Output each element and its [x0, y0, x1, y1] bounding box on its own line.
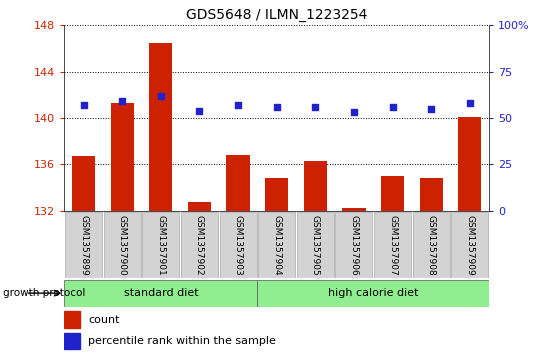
Text: GSM1357904: GSM1357904 — [272, 215, 281, 276]
Bar — [297, 212, 334, 278]
Bar — [335, 212, 372, 278]
Bar — [103, 212, 141, 278]
Point — [388, 104, 397, 110]
Text: high calorie diet: high calorie diet — [328, 288, 419, 298]
Bar — [226, 155, 250, 211]
Text: GSM1357901: GSM1357901 — [157, 215, 165, 276]
Bar — [64, 311, 79, 328]
Text: GSM1357900: GSM1357900 — [118, 215, 127, 276]
Point — [79, 102, 88, 108]
Text: GSM1357906: GSM1357906 — [349, 215, 358, 276]
Text: GSM1357908: GSM1357908 — [427, 215, 435, 276]
Point — [195, 108, 204, 114]
Bar — [72, 156, 95, 211]
Point — [118, 98, 127, 104]
Bar — [374, 212, 411, 278]
Point — [234, 102, 243, 108]
Bar — [258, 212, 295, 278]
Bar — [181, 212, 218, 278]
Point — [465, 100, 474, 106]
Text: GSM1357909: GSM1357909 — [465, 215, 475, 276]
Text: count: count — [88, 315, 120, 325]
Bar — [265, 178, 288, 211]
Bar — [149, 43, 172, 211]
Bar — [65, 212, 102, 278]
Point — [311, 104, 320, 110]
Point — [427, 106, 435, 111]
Bar — [111, 103, 134, 211]
Point — [157, 93, 165, 99]
Bar — [342, 208, 366, 211]
Bar — [420, 178, 443, 211]
Text: GSM1357907: GSM1357907 — [388, 215, 397, 276]
Bar — [451, 212, 489, 278]
Bar — [188, 203, 211, 211]
Bar — [413, 212, 450, 278]
Bar — [304, 161, 327, 211]
Title: GDS5648 / ILMN_1223254: GDS5648 / ILMN_1223254 — [186, 8, 367, 22]
Bar — [220, 212, 257, 278]
Text: growth protocol: growth protocol — [3, 288, 85, 298]
Text: GSM1357903: GSM1357903 — [234, 215, 243, 276]
Text: standard diet: standard diet — [124, 288, 198, 298]
Point — [349, 110, 358, 115]
Text: GSM1357905: GSM1357905 — [311, 215, 320, 276]
Bar — [64, 333, 79, 349]
Bar — [257, 280, 489, 307]
Bar — [458, 117, 481, 211]
Text: GSM1357902: GSM1357902 — [195, 215, 204, 276]
Text: GSM1357899: GSM1357899 — [79, 215, 88, 276]
Bar — [64, 280, 257, 307]
Text: percentile rank within the sample: percentile rank within the sample — [88, 336, 276, 346]
Bar — [381, 176, 404, 211]
Bar — [143, 212, 179, 278]
Point — [272, 104, 281, 110]
